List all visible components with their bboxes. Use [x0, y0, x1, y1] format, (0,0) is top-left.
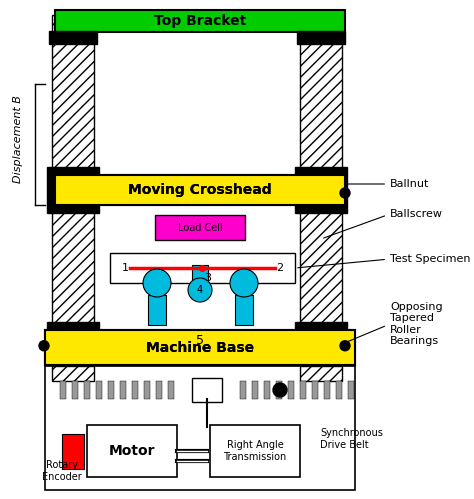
- Text: Ballnut: Ballnut: [348, 179, 429, 189]
- Bar: [235, 295, 253, 325]
- Bar: [47, 167, 99, 213]
- Text: Test Specimen: Test Specimen: [298, 254, 471, 268]
- Text: Ballscrew: Ballscrew: [324, 209, 443, 238]
- Bar: [276, 381, 282, 399]
- Bar: [55, 175, 345, 205]
- Bar: [55, 175, 345, 205]
- Bar: [45, 366, 355, 490]
- Bar: [336, 381, 342, 399]
- Circle shape: [273, 383, 287, 397]
- Bar: [108, 381, 114, 399]
- Bar: [72, 381, 78, 399]
- Circle shape: [143, 269, 171, 297]
- Circle shape: [340, 341, 350, 351]
- Text: Right Angle
Transmission: Right Angle Transmission: [223, 440, 287, 462]
- Text: Opposing
Tapered
Roller
Bearings: Opposing Tapered Roller Bearings: [345, 301, 443, 346]
- Bar: [96, 381, 102, 399]
- Bar: [110, 253, 295, 283]
- Bar: [240, 381, 246, 399]
- Bar: [132, 381, 138, 399]
- Text: Moving Crosshead: Moving Crosshead: [128, 183, 272, 197]
- Bar: [295, 167, 347, 213]
- Text: Load Cell: Load Cell: [178, 223, 222, 233]
- Bar: [300, 366, 342, 381]
- Bar: [288, 381, 294, 399]
- Bar: [252, 381, 258, 399]
- Bar: [168, 381, 174, 399]
- Text: 1: 1: [121, 263, 128, 273]
- Text: Displacement B: Displacement B: [13, 95, 23, 183]
- Text: 3: 3: [204, 273, 211, 283]
- Bar: [87, 425, 177, 477]
- Bar: [60, 381, 66, 399]
- Bar: [52, 366, 94, 381]
- Bar: [155, 215, 245, 240]
- Bar: [52, 15, 94, 355]
- Text: 2: 2: [276, 263, 283, 273]
- Bar: [62, 434, 84, 469]
- Bar: [324, 381, 330, 399]
- Text: Rotary
Encoder: Rotary Encoder: [42, 461, 82, 482]
- Text: Machine Base: Machine Base: [146, 340, 254, 354]
- Bar: [192, 265, 208, 289]
- Bar: [264, 381, 270, 399]
- Bar: [300, 381, 306, 399]
- Bar: [55, 10, 345, 32]
- Bar: [312, 381, 318, 399]
- Bar: [192, 378, 222, 402]
- Circle shape: [230, 269, 258, 297]
- Bar: [84, 381, 90, 399]
- Bar: [295, 322, 347, 373]
- Bar: [144, 381, 150, 399]
- Text: 4: 4: [197, 285, 203, 295]
- Circle shape: [39, 341, 49, 351]
- Bar: [47, 322, 99, 373]
- Bar: [300, 15, 342, 355]
- Text: Machine Base: Machine Base: [146, 340, 254, 354]
- Bar: [45, 330, 355, 365]
- Bar: [210, 425, 300, 477]
- Circle shape: [188, 278, 212, 302]
- Text: Top Bracket: Top Bracket: [154, 14, 246, 28]
- Circle shape: [340, 188, 350, 198]
- Text: Motor: Motor: [109, 444, 155, 458]
- Bar: [156, 381, 162, 399]
- Bar: [148, 295, 166, 325]
- Bar: [297, 31, 345, 44]
- Bar: [120, 381, 126, 399]
- Text: Synchronous
Drive Belt: Synchronous Drive Belt: [320, 428, 383, 450]
- Bar: [45, 330, 355, 365]
- Text: Moving Crosshead: Moving Crosshead: [128, 183, 272, 197]
- Bar: [348, 381, 354, 399]
- Bar: [49, 31, 97, 44]
- Text: 5: 5: [196, 334, 204, 347]
